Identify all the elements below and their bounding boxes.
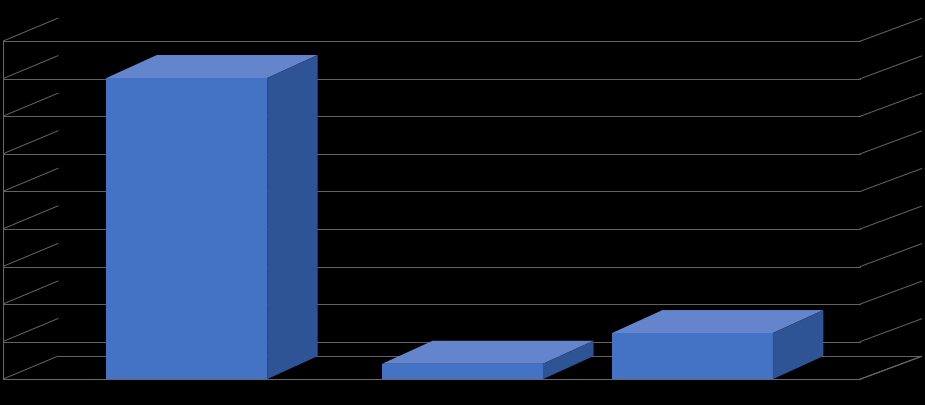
Polygon shape [106,78,267,379]
Polygon shape [612,333,772,379]
Polygon shape [106,55,317,78]
Polygon shape [382,341,594,364]
Polygon shape [612,310,823,333]
Polygon shape [267,55,317,379]
Polygon shape [772,310,823,379]
Polygon shape [382,364,543,379]
Polygon shape [543,341,594,379]
